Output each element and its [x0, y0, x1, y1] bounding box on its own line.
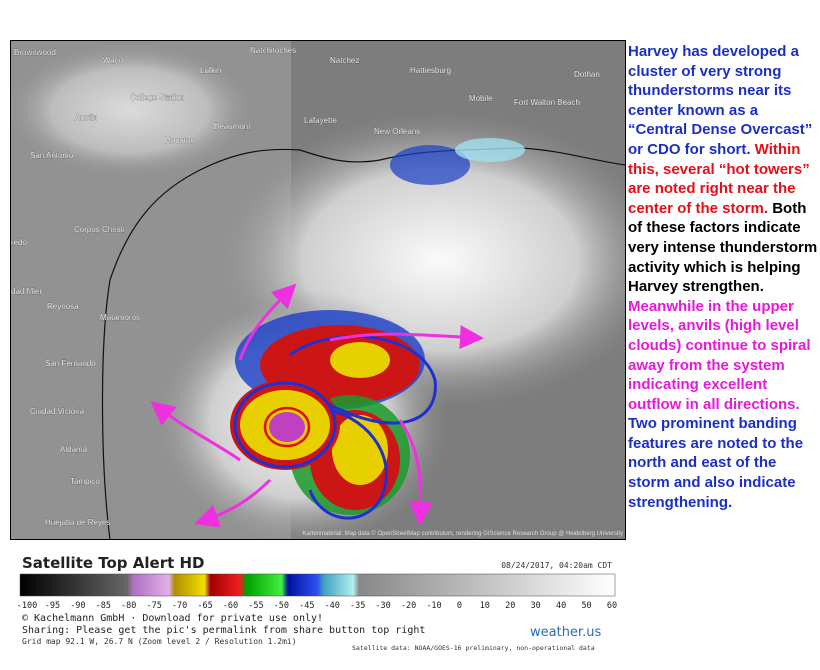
- annotation-text: Two prominent banding features are noted…: [628, 415, 804, 511]
- city-label: Aldama: [60, 445, 88, 454]
- scale-tick-label: 20: [505, 601, 515, 611]
- scale-tick-label: -60: [223, 601, 238, 611]
- scale-tick-label: 60: [607, 601, 617, 611]
- city-label: Tampico: [70, 477, 100, 486]
- legend: Satellite Top Alert HD 08/24/2017, 04:20…: [10, 541, 626, 656]
- city-label: Mobile: [469, 94, 493, 103]
- city-label: Huejutla de Reyes: [45, 518, 110, 527]
- city-label: Austin: [75, 113, 97, 122]
- color-scale: [19, 573, 616, 597]
- scale-tick-label: -95: [45, 601, 60, 611]
- logo: weather.us: [530, 625, 601, 640]
- city-label: Matamoros: [100, 313, 140, 322]
- grid-info: Grid map 92.1 W, 26.7 N (Zoom level 2 / …: [22, 637, 297, 646]
- scale-tick-label: -45: [299, 601, 314, 611]
- annotation-text: Within this, several “hot towers” are no…: [628, 140, 810, 217]
- scale-tick-label: 30: [531, 601, 541, 611]
- city-label: Hattiesburg: [410, 66, 451, 75]
- scale-tick-label: -55: [248, 601, 263, 611]
- city-label: San Fernando: [45, 359, 96, 368]
- city-label: Houston: [165, 136, 195, 145]
- scale-tick-label: -50: [274, 601, 289, 611]
- scale-tick-label: -10: [426, 601, 441, 611]
- city-label: Reynosa: [47, 302, 79, 311]
- map-layer: Brownwood Waco Natchitoches Natchez Hattiesb…: [0, 41, 625, 539]
- scale-tick-label: -35: [350, 601, 365, 611]
- city-label: Dothan: [574, 70, 600, 79]
- city-label: Beaumont: [214, 122, 251, 131]
- sharing-note: Sharing: Please get the pic's permalink …: [22, 625, 425, 636]
- data-source: Satellite data: NOAA/GOES-16 preliminary…: [352, 644, 595, 652]
- scale-tick-label: 10: [480, 601, 490, 611]
- scale-tick-label: -85: [96, 601, 111, 611]
- city-label: Natchez: [330, 56, 359, 65]
- city-label: Natchitoches: [250, 46, 296, 55]
- annotation-text: Harvey has developed a cluster of very s…: [628, 43, 813, 158]
- city-label: Laredo: [2, 238, 27, 247]
- scale-tick-label: 40: [556, 601, 566, 611]
- annotation-text: Both of these factors indicate very inte…: [628, 199, 818, 296]
- scale-tick-label: -100: [17, 601, 37, 611]
- city-label: Corpus Christi: [74, 225, 125, 234]
- city-label: Lufkin: [200, 66, 221, 75]
- scale-tick-label: -65: [197, 601, 212, 611]
- map-attribution: Kartenmaterial: Map data © OpenStreetMap…: [302, 530, 623, 537]
- legend-title: Satellite Top Alert HD: [22, 554, 204, 572]
- annotation-text: Meanwhile in the upper levels, anvils (h…: [628, 297, 811, 413]
- city-label: Fort Walton Beach: [514, 98, 580, 107]
- annotation: Harvey has developed a cluster of very s…: [628, 42, 818, 512]
- city-label: Ciudad Mier: [0, 287, 42, 296]
- city-label: Waco: [103, 56, 124, 65]
- scale-tick-label: -40: [325, 601, 340, 611]
- scale-tick-label: -75: [146, 601, 161, 611]
- scale-tick-label: -20: [401, 601, 416, 611]
- city-label: College Station: [130, 93, 184, 102]
- city-label: San Antonio: [30, 151, 74, 160]
- scale-tick-label: -30: [375, 601, 390, 611]
- scale-tick-label: 50: [581, 601, 591, 611]
- timestamp: 08/24/2017, 04:20am CDT: [501, 561, 612, 570]
- copyright: © Kachelmann GmbH · Download for private…: [22, 613, 323, 624]
- scale-tick-label: -80: [121, 601, 136, 611]
- scale-tick-label: -90: [70, 601, 85, 611]
- scale-tick-label: -70: [172, 601, 187, 611]
- city-label: Lafayette: [304, 116, 337, 125]
- city-label: Brownwood: [14, 48, 56, 57]
- scale-tick-label: 0: [457, 601, 462, 611]
- city-label: New Orleans: [374, 127, 420, 136]
- city-label: Ciudad Victoria: [30, 407, 85, 416]
